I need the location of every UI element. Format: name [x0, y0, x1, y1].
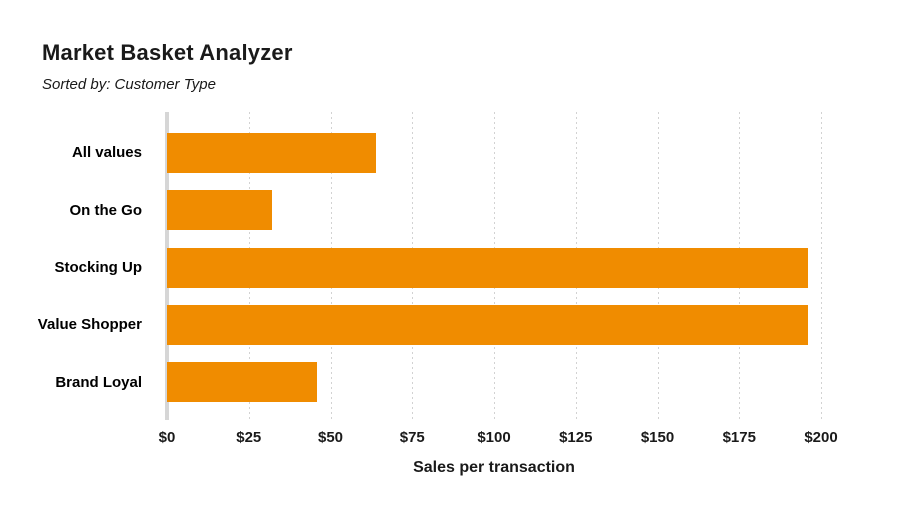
x-tick-label: $25: [236, 429, 262, 446]
x-tick-label: $200: [804, 429, 838, 446]
category-axis: All values On the Go Stocking Up Value Shop…: [0, 124, 155, 411]
bar-row: [167, 181, 821, 238]
category-label-value-shopper: Value Shopper: [37, 316, 142, 334]
x-tick-label: $175: [722, 429, 756, 446]
chart-subtitle: Sorted by: Customer Type: [42, 76, 216, 93]
bar-row: [167, 296, 821, 353]
gridline-200: [821, 112, 822, 420]
x-tick-label: $75: [399, 429, 425, 446]
chart-title: Market Basket Analyzer: [42, 40, 293, 65]
bar-on-the-go[interactable]: [167, 190, 272, 231]
x-tick-label: $125: [559, 429, 593, 446]
category-label-all-values: All values: [71, 144, 142, 162]
x-tick-label: $0: [158, 429, 176, 446]
plot-area: $0 $25 $50 $75 $100 $125 $150 $175 $200: [159, 112, 838, 446]
x-tick-label: $150: [640, 429, 675, 446]
bar-rows: [167, 124, 821, 411]
x-axis-title: Sales per transaction: [413, 459, 575, 476]
bar-stocking-up[interactable]: [167, 247, 808, 288]
bar-value-shopper[interactable]: [167, 304, 808, 345]
bar-brand-loyal[interactable]: [167, 362, 318, 403]
x-tick-label: $100: [477, 429, 511, 446]
x-tick-label: $50: [317, 429, 344, 446]
bar-row: [167, 354, 821, 411]
category-label-brand-loyal: Brand Loyal: [55, 373, 142, 391]
category-label-stocking-up: Stocking Up: [54, 259, 142, 277]
bar-row: [167, 124, 821, 181]
bar-all-values[interactable]: [167, 132, 377, 173]
bar-row: [167, 239, 821, 296]
category-label-on-the-go: On the Go: [69, 201, 143, 219]
